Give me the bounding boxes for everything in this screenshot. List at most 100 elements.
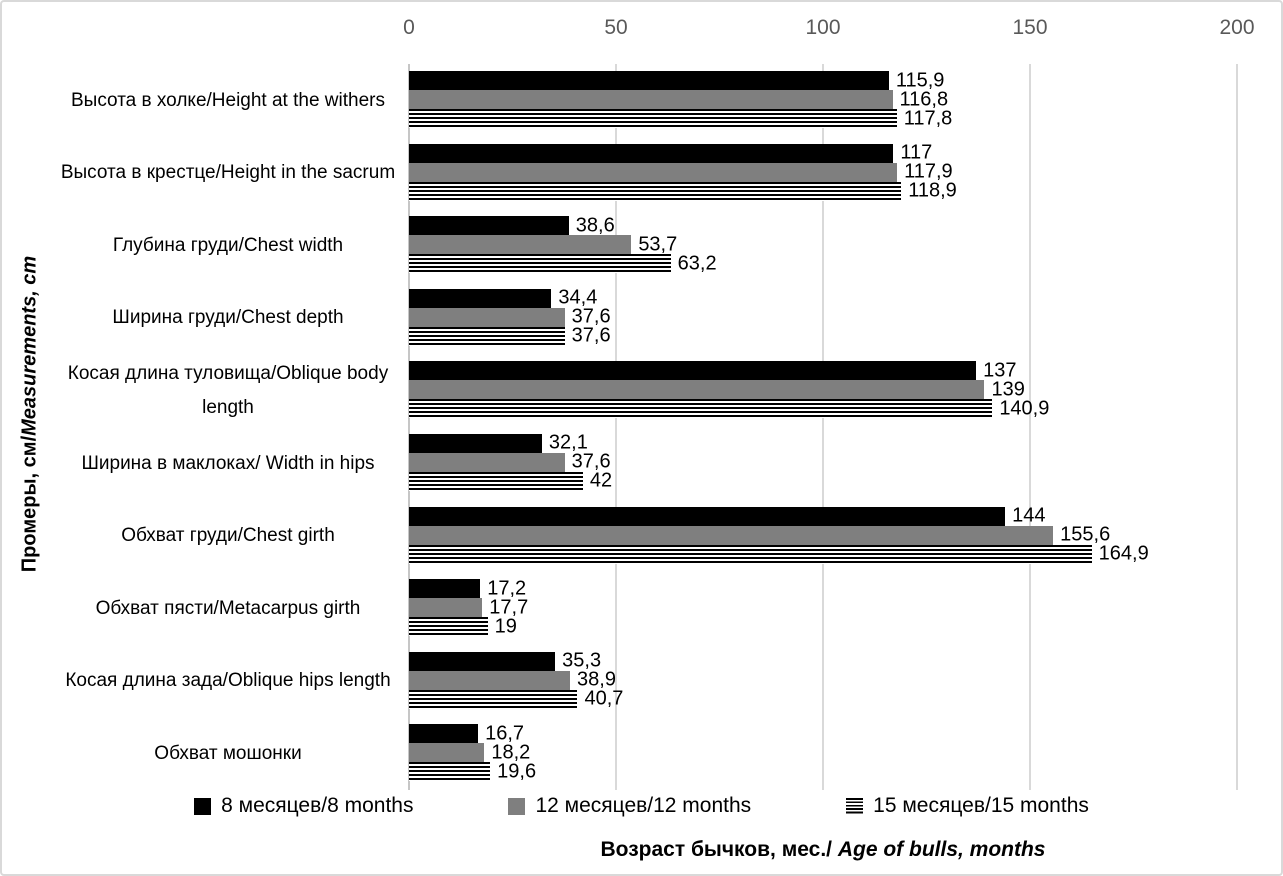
bar-value-label: 19: [494, 615, 517, 638]
bar-value-label: 144: [1012, 504, 1046, 527]
bar-value-label: 140,9: [999, 397, 1050, 420]
bar-value-label: 63,2: [677, 252, 717, 275]
category-label: Обхват груди/Chest girth: [121, 525, 335, 547]
category-label: Глубина груди/Chest width: [112, 234, 344, 256]
bar-value-label: 18,2: [491, 741, 531, 764]
bar-value-label: 16,7: [485, 722, 525, 745]
legend-item: 12 месяцев/12 months: [508, 794, 751, 818]
plot-area: 115,9 116,8 117,8 117 117,9 118,9 38,6 53,7 63,2…: [408, 64, 1238, 790]
bar-value-label: 117: [900, 141, 933, 164]
bar-value-label: 35,3: [562, 649, 602, 672]
bar-value-label: 116,8: [899, 88, 949, 110]
bar-value-label: 32,1: [548, 431, 588, 454]
bar-series-3: 37,6: [409, 325, 611, 347]
x-axis-title-en: Age of bulls, months: [837, 838, 1046, 861]
x-tick-label: 100: [805, 16, 841, 39]
chart-row: 32,1 37,6 42: [409, 427, 1237, 500]
bar-series-1: 17,2: [409, 577, 526, 599]
bar-value-label: 53,7: [638, 233, 678, 256]
bar-series-3: 164,9: [409, 543, 1149, 565]
category-label: Высота в крестце/Height in the sacrum: [60, 162, 396, 184]
bar-value-label: 17,2: [487, 577, 527, 600]
category-label: Обхват мошонки: [154, 743, 302, 765]
bar-series-2: 116,8: [409, 88, 948, 110]
chart-row: 16,7 18,2 19,6: [409, 717, 1237, 790]
bar-series-1: 34,4: [409, 287, 597, 309]
bar-series-3: 40,7: [409, 688, 623, 710]
x-tick-label: 0: [403, 16, 415, 39]
x-tick-label: 50: [604, 16, 628, 39]
bar-series-2: 38,9: [409, 669, 616, 691]
chart-row: 117 117,9 118,9: [409, 137, 1237, 210]
bar-series-3: 42: [409, 470, 612, 492]
category-axis-line: [408, 64, 410, 790]
x-tick-label: 150: [1012, 16, 1048, 39]
x-tick-label: 200: [1219, 16, 1255, 39]
bar-series-3: 140,9: [409, 397, 1049, 419]
bar-value-label: 19,6: [497, 760, 537, 783]
bar-series-2: 17,7: [409, 596, 528, 618]
bar-value-label: 40,7: [584, 687, 624, 710]
bar-value-label: 34,4: [558, 286, 598, 309]
bar-series-3: 117,8: [409, 107, 952, 129]
category-axis-labels: Высота в холке/Height at the withers Высо…: [54, 64, 402, 790]
bar-value-label: 37,6: [571, 450, 611, 473]
category-label: Высота в холке/Height at the withers: [71, 89, 385, 111]
bar-value-label: 38,6: [575, 214, 615, 237]
legend-item: 15 месяцев/15 months: [846, 794, 1089, 818]
chart-row: 34,4 37,6 37,6: [409, 282, 1237, 355]
chart-row: 137 139 140,9: [409, 354, 1237, 427]
chart-row: 35,3 38,9 40,7: [409, 645, 1237, 718]
chart-row: 115,9 116,8 117,8: [409, 64, 1237, 137]
bar-value-label: 139: [991, 378, 1025, 401]
chart-row: 144 155,6 164,9: [409, 500, 1237, 573]
bar-value-label: 155,6: [1060, 523, 1111, 546]
bar-value-label: 115,9: [895, 69, 945, 91]
bar-series-2: 117,9: [409, 161, 953, 183]
bar-value-label: 117,9: [904, 160, 953, 183]
bar-value-label: 37,6: [571, 305, 611, 328]
bar-value-label: 118,9: [908, 179, 957, 202]
category-label: Косая длина туловища/Oblique body length: [67, 363, 389, 418]
bar-series-2: 53,7: [409, 233, 677, 255]
gridline: [822, 64, 824, 790]
x-axis-ticks: 0 50 100 150 200: [2, 16, 1281, 44]
chart-row: 38,6 53,7 63,2: [409, 209, 1237, 282]
x-axis-title: Возраст бычков, мес./ Age of bulls, mont…: [409, 838, 1237, 862]
bar-value-label: 117,8: [903, 107, 953, 129]
bar-series-2: 37,6: [409, 451, 611, 473]
legend-label: 12 месяцев/12 months: [535, 794, 752, 817]
bar-value-label: 38,9: [577, 668, 616, 691]
y-axis-title: Промеры, см/Measurements, cm: [19, 256, 42, 572]
bar-series-1: 115,9: [409, 69, 944, 91]
bar-series-1: 38,6: [409, 214, 615, 236]
bar-series-3: 19,6: [409, 760, 536, 782]
y-axis-title-en: Measurements, cm: [18, 255, 41, 436]
bar-series-1: 35,3: [409, 650, 601, 672]
bar-value-label: 137: [983, 359, 1017, 382]
gridline: [615, 64, 617, 790]
legend-item: 8 месяцев/8 months: [194, 794, 413, 818]
bar-series-1: 16,7: [409, 722, 524, 744]
gridline: [1236, 64, 1238, 790]
legend-swatch-icon: [846, 797, 864, 815]
bar-series-1: 144: [409, 505, 1046, 527]
x-axis-title-ru: Возраст бычков, мес./: [600, 838, 832, 861]
y-axis-title-ru: Промеры, см/: [18, 435, 41, 573]
bar-series-1: 117: [409, 142, 932, 164]
bar-value-label: 17,7: [489, 596, 529, 619]
category-label: Ширина в маклоках/ Width in hips: [81, 452, 375, 474]
legend-label: 15 месяцев/15 months: [873, 794, 1089, 817]
bar-series-2: 139: [409, 378, 1025, 400]
bar-series-2: 37,6: [409, 306, 611, 328]
bar-value-label: 42: [589, 469, 613, 492]
category-label: Ширина груди/Chest depth: [112, 307, 344, 329]
gridline: [1029, 64, 1031, 790]
category-label: Обхват пясти/Metacarpus girth: [95, 597, 361, 619]
bar-value-label: 164,9: [1098, 542, 1149, 565]
bar-series-1: 137: [409, 359, 1017, 381]
chart-row: 17,2 17,7 19: [409, 572, 1237, 645]
bar-series-3: 63,2: [409, 252, 717, 274]
legend: 8 месяцев/8 months 12 месяцев/12 months 15…: [2, 794, 1281, 818]
